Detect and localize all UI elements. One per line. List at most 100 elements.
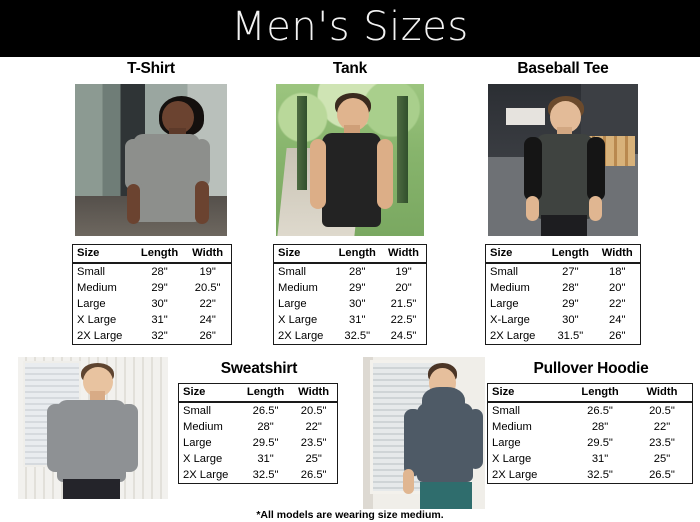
table-row: Medium 28" 22"	[179, 419, 338, 435]
table-row: 2X Large 32" 26"	[73, 328, 232, 345]
column-header-length: Length	[240, 383, 291, 403]
cell-width: 24"	[609, 314, 626, 326]
cell-length: 29.5"	[252, 437, 279, 449]
model-raglan-sleeve-right	[587, 137, 605, 202]
model-arm-right	[376, 138, 393, 209]
cell-width: 22"	[305, 421, 322, 433]
product-title-t-shirt: T-Shirt	[127, 60, 175, 77]
cell-length: 32.5"	[344, 330, 371, 342]
model-forearm-right	[195, 181, 209, 224]
product-photo-pullover-hoodie	[363, 357, 485, 509]
cell-size: Large	[490, 298, 519, 310]
table-row: 2X Large 32.5" 24.5"	[274, 328, 427, 345]
cell-length: 31"	[349, 314, 366, 326]
cell-length: 29"	[349, 282, 366, 294]
column-header-length: Length	[568, 383, 632, 403]
product-photo-sweatshirt	[18, 357, 168, 499]
table-row: Small 26.5" 20.5"	[488, 402, 693, 419]
model-garment	[416, 402, 473, 482]
cell-width: 26.5"	[649, 469, 675, 481]
cell-width: 22"	[653, 421, 671, 433]
cell-length: 28"	[151, 266, 168, 278]
cell-length: 32.5"	[587, 469, 613, 481]
model-garment	[536, 134, 593, 220]
model-raglan-sleeve-left	[524, 137, 542, 202]
table-row: X Large 31" 25"	[488, 451, 693, 467]
table-row: Large 29.5" 23.5"	[488, 435, 693, 451]
cell-width: 22.5"	[390, 314, 417, 326]
model-sleeve-left	[46, 403, 66, 473]
cell-size: Small	[278, 266, 306, 278]
table-row: X Large 31" 24"	[73, 312, 232, 328]
table-row: Large 29.5" 23.5"	[179, 435, 338, 451]
size-table-sweatshirt: Size Length Width Small 26.5" 20.5" Medi…	[178, 383, 338, 484]
table-header-row: Size Length Width	[273, 244, 427, 264]
product-title-sweatshirt: Sweatshirt	[220, 360, 298, 377]
cell-width: 20"	[395, 282, 412, 294]
cell-length: 31"	[151, 314, 168, 326]
cell-width: 19"	[199, 266, 216, 278]
cell-size: Medium	[490, 282, 530, 294]
product-panel-tank: Tank Size Length Width Small 28" 19"	[272, 60, 428, 345]
cell-size: Large	[492, 437, 521, 449]
cell-size: Small	[183, 405, 211, 417]
column-header-width: Width	[290, 383, 338, 403]
cell-width: 20.5"	[649, 405, 675, 417]
cell-width: 24.5"	[390, 330, 417, 342]
table-row: Small 28" 19"	[274, 263, 427, 280]
table-row: X Large 31" 25"	[179, 451, 338, 467]
cell-length: 26.5"	[252, 405, 279, 417]
cell-size: 2X Large	[77, 330, 123, 342]
header-banner: Men's Sizes	[0, 0, 700, 57]
model-pants	[540, 214, 587, 236]
cell-length: 28"	[349, 266, 366, 278]
table-row: Large 30" 22"	[73, 296, 232, 312]
size-table-t-shirt: Size Length Width Small 28" 19" Medium 2…	[72, 244, 232, 345]
table-row: Medium 28" 20"	[486, 280, 641, 296]
table-row: Medium 29" 20.5"	[73, 280, 232, 296]
table-header-row: Size Length Width	[178, 383, 338, 403]
model-arm-left	[310, 138, 327, 209]
cell-size: 2X Large	[183, 469, 229, 481]
photo-sign	[506, 108, 545, 126]
column-header-size: Size	[72, 244, 135, 264]
cell-width: 21.5"	[390, 298, 417, 310]
model-sleeve-left	[404, 408, 422, 476]
cell-width: 25"	[653, 453, 671, 465]
table-row: Small 27" 18"	[486, 263, 641, 280]
column-header-width: Width	[184, 244, 232, 264]
cell-size: X Large	[77, 314, 117, 326]
model-neck	[557, 126, 572, 138]
footnote: *All models are wearing size medium.	[256, 509, 444, 521]
cell-size: Large	[77, 298, 106, 310]
cell-width: 23.5"	[300, 437, 327, 449]
table-row: Large 30" 21.5"	[274, 296, 427, 312]
model-garment	[321, 132, 382, 227]
column-header-size: Size	[273, 244, 334, 264]
model-garment	[57, 399, 126, 482]
cell-length: 30"	[151, 298, 168, 310]
product-photo-tank	[276, 84, 424, 236]
photo-tree-left	[296, 96, 308, 191]
cell-width: 20.5"	[194, 282, 221, 294]
cell-width: 20"	[609, 282, 626, 294]
column-header-size: Size	[487, 383, 569, 403]
cell-width: 23.5"	[649, 437, 675, 449]
model-hand-left	[403, 469, 415, 494]
table-row: 2X Large 32.5" 26.5"	[179, 467, 338, 484]
table-header-row: Size Length Width	[487, 383, 693, 403]
product-photo-baseball-tee	[488, 84, 638, 236]
product-title-pullover-hoodie: Pullover Hoodie	[533, 360, 649, 377]
cell-width: 22"	[609, 298, 626, 310]
cell-length: 31"	[257, 453, 274, 465]
cell-length: 29.5"	[587, 437, 613, 449]
size-table-baseball-tee: Size Length Width Small 27" 18" Medium 2…	[485, 244, 641, 345]
product-panel-pullover-hoodie: Pullover Hoodie Size Length Width Small …	[487, 360, 695, 484]
model-neck	[90, 391, 105, 403]
table-row: Large 29" 22"	[486, 296, 641, 312]
model-sleeve-right	[118, 403, 138, 473]
column-header-width: Width	[381, 244, 427, 264]
size-table-pullover-hoodie: Size Length Width Small 26.5" 20.5" Medi…	[487, 383, 693, 484]
table-row: Medium 29" 20"	[274, 280, 427, 296]
cell-width: 22"	[199, 298, 216, 310]
